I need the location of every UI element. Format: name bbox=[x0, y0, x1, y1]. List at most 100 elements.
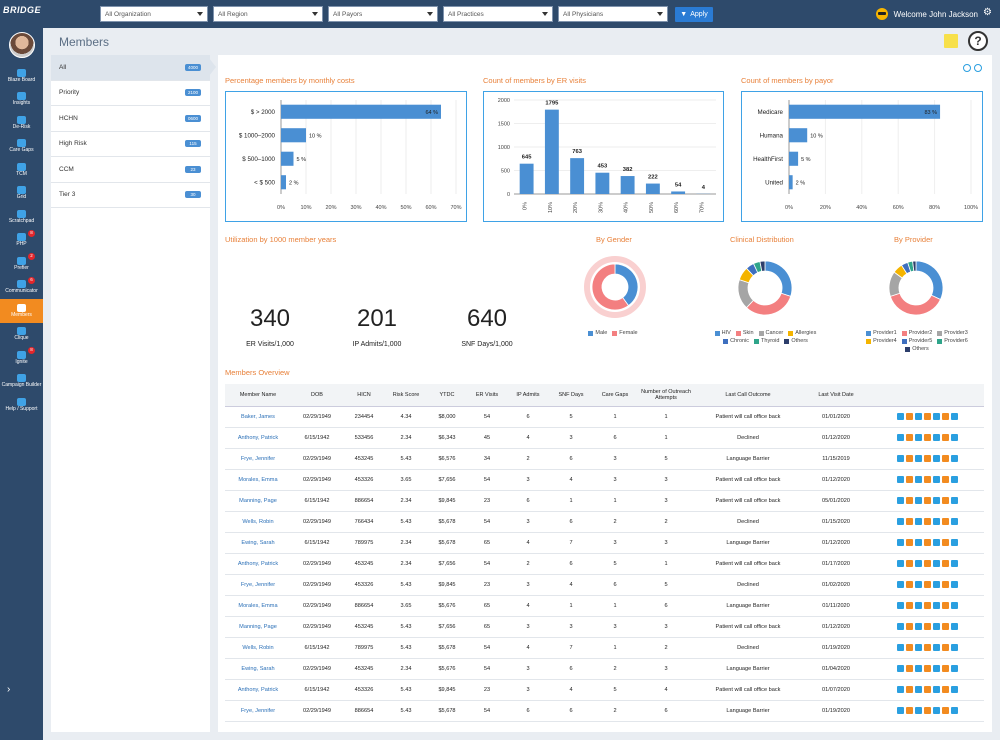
column-header-care-gaps[interactable]: Care Gaps bbox=[593, 384, 637, 407]
message-icon[interactable] bbox=[942, 644, 949, 651]
clipboard-icon[interactable] bbox=[915, 560, 922, 567]
mail-icon[interactable] bbox=[924, 686, 931, 693]
sidebar-item-insights[interactable]: Insights bbox=[0, 88, 43, 112]
member-name-link[interactable]: Wells, Robin bbox=[225, 511, 291, 533]
chat-icon[interactable] bbox=[906, 413, 913, 420]
member-name-link[interactable]: Manning, Page bbox=[225, 616, 291, 638]
member-name-link[interactable]: Manning, Page bbox=[225, 490, 291, 512]
mail-icon[interactable] bbox=[924, 413, 931, 420]
mail-icon[interactable] bbox=[924, 560, 931, 567]
clipboard-icon[interactable] bbox=[915, 686, 922, 693]
clipboard-icon[interactable] bbox=[915, 602, 922, 609]
column-header-er-visits[interactable]: ER Visits bbox=[467, 384, 507, 407]
calendar-icon[interactable] bbox=[951, 623, 958, 630]
physicians-filter[interactable]: All Physicians bbox=[558, 6, 668, 22]
chat-icon[interactable] bbox=[906, 665, 913, 672]
organization-filter[interactable]: All Organization bbox=[100, 6, 208, 22]
member-name-link[interactable]: Anthony, Patrick bbox=[225, 427, 291, 449]
message-icon[interactable] bbox=[942, 686, 949, 693]
monitor-icon[interactable] bbox=[933, 497, 940, 504]
mail-icon[interactable] bbox=[924, 455, 931, 462]
clipboard-icon[interactable] bbox=[915, 665, 922, 672]
member-name-link[interactable]: Frye, Jennifer bbox=[225, 700, 291, 722]
chat-icon[interactable] bbox=[906, 539, 913, 546]
message-icon[interactable] bbox=[942, 413, 949, 420]
mail-icon[interactable] bbox=[924, 539, 931, 546]
calendar-icon[interactable] bbox=[951, 707, 958, 714]
apply-button[interactable]: ▼ Apply bbox=[675, 6, 713, 22]
refresh-icon[interactable] bbox=[963, 64, 971, 72]
mail-icon[interactable] bbox=[924, 623, 931, 630]
sidebar-item-grid[interactable]: Grid bbox=[0, 182, 43, 206]
calendar-icon[interactable] bbox=[951, 581, 958, 588]
sidebar-item-tcm[interactable]: TCM bbox=[0, 158, 43, 182]
clipboard-icon[interactable] bbox=[915, 518, 922, 525]
sticky-note-icon[interactable] bbox=[944, 34, 958, 48]
monitor-icon[interactable] bbox=[933, 665, 940, 672]
sidebar-item-clique[interactable]: Clique bbox=[0, 323, 43, 347]
region-filter[interactable]: All Region bbox=[213, 6, 323, 22]
gear-icon[interactable]: ⚙ bbox=[983, 7, 992, 18]
mail-icon[interactable] bbox=[924, 476, 931, 483]
member-name-link[interactable]: Morales, Emma bbox=[225, 595, 291, 617]
column-header-snf-days[interactable]: SNF Days bbox=[549, 384, 593, 407]
chat-icon[interactable] bbox=[906, 518, 913, 525]
monitor-icon[interactable] bbox=[933, 413, 940, 420]
member-name-link[interactable]: Anthony, Patrick bbox=[225, 553, 291, 575]
sync-icon[interactable] bbox=[974, 64, 982, 72]
monitor-icon[interactable] bbox=[933, 602, 940, 609]
mail-icon[interactable] bbox=[924, 518, 931, 525]
mail-icon[interactable] bbox=[924, 644, 931, 651]
bridge-logo[interactable]: BRIDGE bbox=[2, 5, 41, 15]
member-name-link[interactable]: Ewing, Sarah bbox=[225, 532, 291, 554]
message-icon[interactable] bbox=[942, 665, 949, 672]
chat-icon[interactable] bbox=[906, 707, 913, 714]
chat-icon[interactable] bbox=[906, 455, 913, 462]
help-button[interactable]: ? bbox=[968, 31, 988, 51]
clipboard-icon[interactable] bbox=[915, 707, 922, 714]
segment-all[interactable]: All 4000 bbox=[51, 55, 210, 81]
phone-icon[interactable] bbox=[897, 602, 904, 609]
mail-icon[interactable] bbox=[924, 434, 931, 441]
phone-icon[interactable] bbox=[897, 539, 904, 546]
monitor-icon[interactable] bbox=[933, 455, 940, 462]
member-name-link[interactable]: Wells, Robin bbox=[225, 637, 291, 659]
clipboard-icon[interactable] bbox=[915, 455, 922, 462]
sidebar-item-prefier[interactable]: Prefier 2 bbox=[0, 252, 43, 276]
phone-icon[interactable] bbox=[897, 455, 904, 462]
sidebar-item-ignite[interactable]: Ignite 8 bbox=[0, 346, 43, 370]
member-name-link[interactable]: Morales, Emma bbox=[225, 469, 291, 491]
sidebar-item-communicator[interactable]: Communicator 6 bbox=[0, 276, 43, 300]
monitor-icon[interactable] bbox=[933, 539, 940, 546]
message-icon[interactable] bbox=[942, 707, 949, 714]
calendar-icon[interactable] bbox=[951, 497, 958, 504]
message-icon[interactable] bbox=[942, 539, 949, 546]
calendar-icon[interactable] bbox=[951, 686, 958, 693]
column-header-last-call-outcome[interactable]: Last Call Outcome bbox=[695, 384, 801, 407]
member-name-link[interactable]: Frye, Jennifer bbox=[225, 448, 291, 470]
segment-ccm[interactable]: CCM 23 bbox=[51, 157, 210, 183]
message-icon[interactable] bbox=[942, 497, 949, 504]
calendar-icon[interactable] bbox=[951, 518, 958, 525]
clipboard-icon[interactable] bbox=[915, 476, 922, 483]
chat-icon[interactable] bbox=[906, 497, 913, 504]
sidebar-item-php[interactable]: PHP 8 bbox=[0, 229, 43, 253]
monitor-icon[interactable] bbox=[933, 434, 940, 441]
phone-icon[interactable] bbox=[897, 413, 904, 420]
phone-icon[interactable] bbox=[897, 644, 904, 651]
message-icon[interactable] bbox=[942, 434, 949, 441]
calendar-icon[interactable] bbox=[951, 560, 958, 567]
mail-icon[interactable] bbox=[924, 497, 931, 504]
monitor-icon[interactable] bbox=[933, 686, 940, 693]
chat-icon[interactable] bbox=[906, 644, 913, 651]
monitor-icon[interactable] bbox=[933, 707, 940, 714]
sidebar-item-scratchpad[interactable]: Scratchpad bbox=[0, 205, 43, 229]
calendar-icon[interactable] bbox=[951, 602, 958, 609]
calendar-icon[interactable] bbox=[951, 413, 958, 420]
monitor-icon[interactable] bbox=[933, 476, 940, 483]
member-name-link[interactable]: Baker, James bbox=[225, 406, 291, 428]
member-name-link[interactable]: Ewing, Sarah bbox=[225, 658, 291, 680]
sidebar-item-de-risk[interactable]: De-Risk bbox=[0, 111, 43, 135]
mail-icon[interactable] bbox=[924, 707, 931, 714]
phone-icon[interactable] bbox=[897, 476, 904, 483]
